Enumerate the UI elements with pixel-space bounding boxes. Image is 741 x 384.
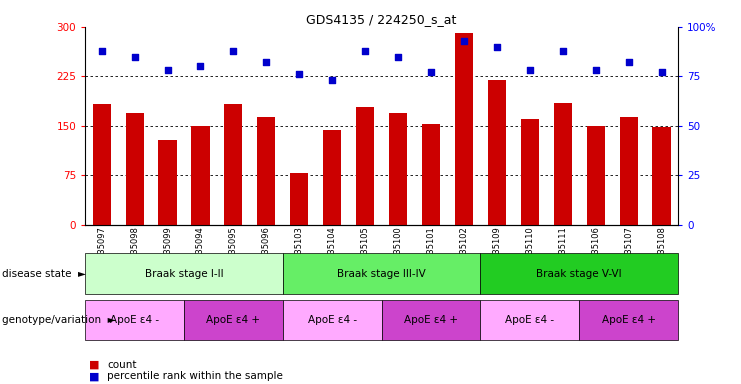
Bar — [184, 300, 283, 340]
Point — [524, 67, 536, 73]
Bar — [159, 140, 176, 225]
Point — [96, 48, 107, 54]
Point — [458, 38, 470, 44]
Point — [359, 48, 371, 54]
Point — [195, 63, 207, 70]
Bar — [125, 113, 144, 225]
Point — [392, 53, 404, 60]
Point — [622, 60, 634, 66]
Bar — [283, 300, 382, 340]
Bar — [191, 126, 210, 225]
Text: ■: ■ — [89, 371, 99, 381]
Point — [162, 67, 173, 73]
Text: ■: ■ — [89, 360, 99, 370]
Point — [556, 48, 568, 54]
Point — [293, 71, 305, 78]
Bar — [93, 104, 110, 225]
Bar — [521, 119, 539, 225]
Text: genotype/variation  ►: genotype/variation ► — [2, 315, 116, 325]
Text: Braak stage III-IV: Braak stage III-IV — [337, 268, 426, 279]
Text: ApoE ε4 +: ApoE ε4 + — [404, 314, 458, 325]
Text: percentile rank within the sample: percentile rank within the sample — [107, 371, 283, 381]
Bar — [455, 33, 473, 225]
Text: Braak stage V-VI: Braak stage V-VI — [536, 268, 622, 279]
Point — [260, 60, 272, 66]
Point — [326, 77, 338, 83]
Bar — [619, 117, 638, 225]
Bar — [422, 124, 440, 225]
Title: GDS4135 / 224250_s_at: GDS4135 / 224250_s_at — [307, 13, 456, 26]
Bar — [257, 117, 276, 225]
Bar — [283, 253, 480, 294]
Point — [590, 67, 602, 73]
Text: Braak stage I-II: Braak stage I-II — [144, 268, 223, 279]
Bar — [480, 253, 678, 294]
Bar — [587, 126, 605, 225]
Point — [491, 44, 503, 50]
Bar — [579, 300, 678, 340]
Text: count: count — [107, 360, 137, 370]
Text: ApoE ε4 -: ApoE ε4 - — [505, 314, 554, 325]
Bar — [323, 131, 342, 225]
Text: ApoE ε4 +: ApoE ε4 + — [602, 314, 656, 325]
Bar — [488, 79, 506, 225]
Bar — [356, 107, 374, 225]
Bar — [554, 103, 572, 225]
Text: disease state  ►: disease state ► — [2, 269, 86, 279]
Bar — [382, 300, 480, 340]
Text: ApoE ε4 +: ApoE ε4 + — [207, 314, 260, 325]
Text: ApoE ε4 -: ApoE ε4 - — [308, 314, 356, 325]
Bar — [653, 127, 671, 225]
Bar — [85, 300, 184, 340]
Text: ApoE ε4 -: ApoE ε4 - — [110, 314, 159, 325]
Point — [656, 69, 668, 75]
Bar — [290, 173, 308, 225]
Point — [129, 53, 141, 60]
Point — [227, 48, 239, 54]
Bar — [389, 113, 407, 225]
Bar — [225, 104, 242, 225]
Bar — [85, 253, 283, 294]
Bar — [480, 300, 579, 340]
Point — [425, 69, 437, 75]
